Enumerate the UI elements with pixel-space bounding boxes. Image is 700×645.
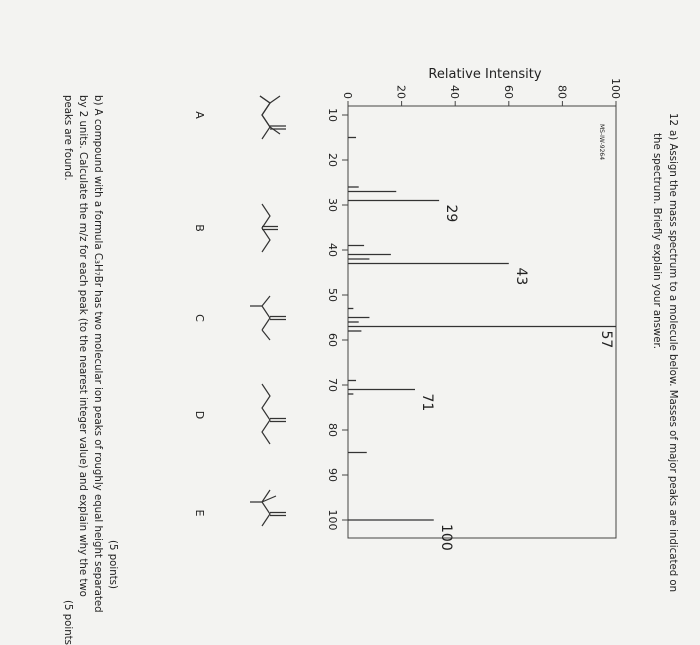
y-axis-label: Relative Intensity [428,67,541,82]
peak-label: 29 [443,205,459,223]
question-number: 12 [667,113,678,126]
molecules [250,95,286,527]
question-text: a) Assign the mass spectrum to a molecul… [667,130,678,592]
peak-label: 57 [598,331,614,349]
molecule-c [250,295,286,341]
molecule-a [259,95,286,140]
molecule-e [250,489,286,527]
peak-label: 43 [513,268,529,286]
x-tick-label: 90 [326,468,339,482]
question-text: peaks are found. [62,95,73,181]
plot-frame [347,105,617,539]
molecule-b [261,203,278,253]
y-tick-label: 60 [502,85,515,99]
x-tick-label: 40 [326,243,339,257]
x-tick-label: 100 [326,510,339,531]
points: (5 points) [107,540,118,589]
question-text: b) A compound with a formula C₃H₇Br has … [92,95,103,613]
y-tick-label: 80 [555,85,568,99]
molecule-label: C [193,314,206,322]
molecule-label: D [193,411,206,419]
molecule-d [261,383,286,445]
points: (5 points) [62,600,73,645]
y-tick-label: 100 [609,78,622,99]
molecule-label: E [193,510,206,517]
x-tick-label: 60 [326,333,339,347]
molecule-a [259,95,281,135]
x-tick-label: 50 [326,288,339,302]
x-tick-label: 70 [326,378,339,392]
molecule-label: A [193,111,206,119]
question-text: by 2 units. Calculate the m/z for each p… [77,95,88,597]
peak-label: 100 [438,524,454,551]
x-tick-label: 10 [326,108,339,122]
x-tick-label: 80 [326,423,339,437]
question-text: the spectrum. Briefly explain your answe… [651,133,662,349]
peak-label: 71 [419,394,435,412]
y-tick-label: 0 [341,92,354,99]
x-tick-label: 20 [326,153,339,167]
y-tick-label: 40 [448,85,461,99]
molecule-label: B [193,224,206,232]
y-tick-label: 20 [395,85,408,99]
x-tick-label: 30 [326,198,339,212]
spectrum-id: MS-IW-9264 [598,124,605,160]
